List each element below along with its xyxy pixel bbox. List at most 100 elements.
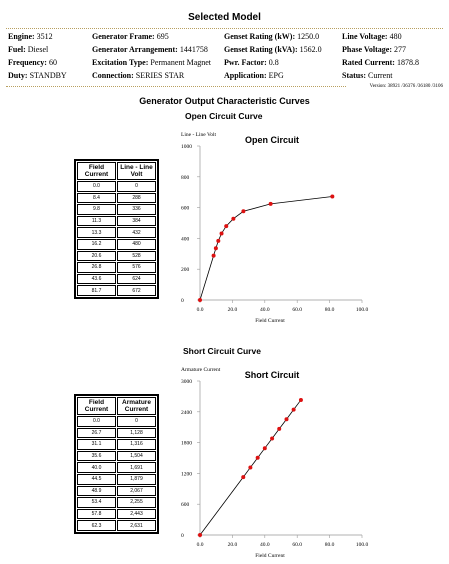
data-table: Field Current Armature Current 0.0 0 26.7 1,1… [74,394,159,534]
x-tick-label: 100.0 [356,307,369,313]
spec-item: Engine: 3512 [8,32,53,41]
table-cell: 480 [117,238,156,250]
spec-label: Generator Arrangement: [92,45,178,54]
spec-value: 3512 [36,32,53,41]
table-row: 0.0 0 [77,416,156,427]
table-row: 26.7 1,128 [77,427,156,439]
x-tick-label: 40.0 [260,542,270,548]
y-tick-label: 600 [181,206,190,212]
table-row: 48.9 2,067 [77,485,156,497]
spec-value: 277 [394,45,406,54]
spec-item: Application: EPG [224,71,284,80]
table-cell: 2,067 [117,485,156,497]
table-cell: 44.5 [77,473,116,485]
table-cell: 9.8 [77,204,116,215]
y-tick-label: 2400 [181,410,192,416]
data-point [231,216,236,221]
table-cell: 0 [117,181,156,192]
header-cell: Field Current [77,397,116,415]
spec-value: 480 [389,32,402,41]
spec-label: Excitation Type: [92,58,149,67]
spec-label: Phase Voltage: [342,45,392,54]
x-tick-label: 80.0 [325,307,335,313]
spec-item: Rated Current: 1878.8 [342,58,419,67]
spec-value: 695 [156,32,169,41]
spec-item: Connection: SERIES STAR [92,71,184,80]
table-row: 9.8 336 [77,204,156,215]
data-point [198,298,202,302]
data-table: Field Current Line - Line Volt 0.0 0 8.4 288 9… [74,159,159,299]
table-row: 8.4 288 [77,192,156,204]
table-cell: 0 [117,416,156,427]
y-tick-label: 200 [181,267,190,273]
spec-item: Excitation Type: Permanent Magnet [92,58,211,67]
curve-heading: Short Circuit Curve [183,346,261,356]
spec-item: Generator Frame: 695 [92,32,169,41]
data-point [277,426,282,431]
table-cell: 43.6 [77,273,116,285]
y-tick-label: 3000 [181,379,192,385]
spec-label: Application: [224,71,267,80]
data-point [255,455,260,460]
table-cell: 11.3 [77,215,116,227]
table-cell: 624 [117,273,156,285]
spec-label: Fuel: [8,45,26,54]
table-cell: 1,128 [117,427,156,439]
table-cell: 62.3 [77,520,116,531]
y-tick-label: 600 [181,502,190,508]
data-point [291,407,296,412]
spec-label: Line Voltage: [342,32,388,41]
table-row: 35.6 1,504 [77,450,156,462]
table-cell: 40.0 [77,462,116,473]
spec-value: 1878.8 [396,58,419,67]
data-point [241,475,246,480]
table-cell: 35.6 [77,450,116,462]
header-cell: Field Current [77,162,116,180]
data-point [241,209,246,214]
spec-value: STANDBY [29,71,67,80]
spec-label: Frequency: [8,58,47,67]
table-cell: 57.8 [77,508,116,520]
table-cell: 336 [117,204,156,215]
table-cell: 288 [117,192,156,204]
table-cell: 576 [117,262,156,273]
x-axis-label: Field Current [255,318,285,324]
table-cell: 1,691 [117,462,156,473]
x-tick-label: 60.0 [292,542,302,548]
table-row: 57.8 2,443 [77,508,156,520]
spec-label: Generator Frame: [92,32,155,41]
data-point [330,194,335,199]
header-cell: Line - Line Volt [117,162,156,180]
curve-heading: Open Circuit Curve [185,111,263,121]
x-tick-label: 100.0 [356,542,369,548]
spec-value: Current [368,71,393,80]
table-row: 53.4 2,255 [77,497,156,508]
table-cell: 1,316 [117,439,156,450]
y-tick-label: 1800 [181,441,192,447]
y-tick-label: 400 [181,236,190,242]
table-cell: 528 [117,250,156,262]
table-row: 0.0 0 [77,181,156,192]
spec-value: 1441758 [179,45,208,54]
spec-label: Status: [342,71,367,80]
table-row: 31.1 1,316 [77,439,156,450]
data-point [211,253,216,258]
table-cell: 2,255 [117,497,156,508]
x-axis-label: Field Current [255,553,285,559]
table-cell: 2,631 [117,520,156,531]
y-tick-label: 800 [181,175,190,181]
spec-value: 1250.0 [297,32,320,41]
x-tick-label: 40.0 [260,307,270,313]
x-tick-label: 0.0 [197,542,204,548]
data-point [270,436,275,441]
table-cell: 1,504 [117,450,156,462]
spec-value: Permanent Magnet [150,58,212,67]
table-cell: 13.3 [77,227,116,238]
x-tick-label: 20.0 [228,307,238,313]
spec-value: Diesel [27,45,49,54]
spec-value: EPG [268,71,284,80]
data-point [224,224,229,229]
spec-item: Genset Rating (kW): 1250.0 [224,32,319,41]
table-cell: 8.4 [77,192,116,204]
